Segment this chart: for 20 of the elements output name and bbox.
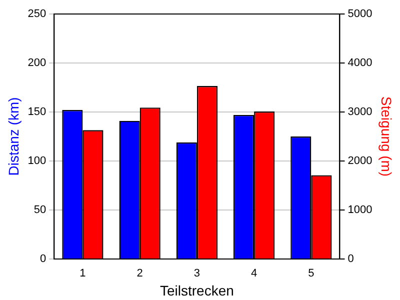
y-axis-title: Distanz (km) xyxy=(5,97,22,176)
y-tick-label: 150 xyxy=(28,106,46,118)
y-tick-label: 0 xyxy=(40,253,46,266)
x-tick-label: 2 xyxy=(136,268,143,280)
x-tick-label: 5 xyxy=(308,268,314,280)
y2-tick-label: 3000 xyxy=(348,106,372,118)
y-tick-label: 200 xyxy=(28,57,46,70)
y2-axis-title: Steigung (m) xyxy=(378,96,395,177)
y2-tick-label: 5000 xyxy=(348,8,372,20)
y-tick-label: 250 xyxy=(28,8,46,20)
y-tick-label: 100 xyxy=(28,155,46,168)
y2-tick-label: 4000 xyxy=(348,57,372,70)
x-tick-label: 4 xyxy=(250,268,258,280)
y2-tick-label: 0 xyxy=(348,253,354,266)
x-tick-label: 1 xyxy=(80,268,86,280)
x-axis-title: Teilstrecken xyxy=(160,282,234,298)
y2-tick-label: 1000 xyxy=(348,204,372,216)
x-tick-label: 3 xyxy=(194,268,200,280)
y2-tick-label: 2000 xyxy=(348,155,372,168)
y-tick-label: 50 xyxy=(34,204,46,216)
